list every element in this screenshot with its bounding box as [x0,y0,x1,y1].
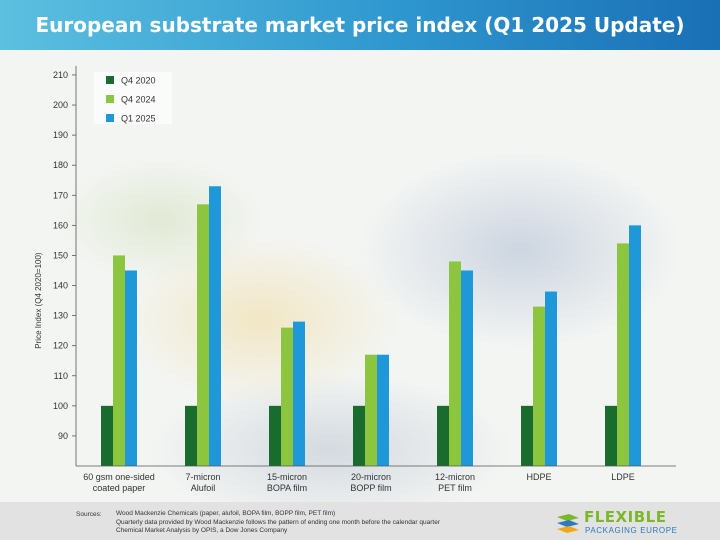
bars [101,186,641,467]
bar-q1-2025 [209,186,221,467]
y-tick-label: 110 [54,371,68,381]
y-tick-label: 190 [53,130,68,140]
x-tick-label: 20-micron [351,472,391,482]
bar-q1-2025 [293,321,305,466]
bar-q1-2025 [545,291,557,466]
bar-q1-2025 [629,225,641,466]
y-tick-label: 170 [53,190,68,200]
x-tick-label: 7-micron [185,472,220,482]
bar-chart: 90 100 110 120 130 140 150 160 170 180 190 200 210 Pr… [34,65,676,493]
chart-title: European substrate market price index (Q… [35,13,685,37]
source-line: Quarterly data provided by Wood Mackenzi… [116,518,440,526]
x-tick-label: PET film [438,483,472,493]
bar-q4-2020 [269,405,281,466]
bar-q4-2024 [197,204,209,466]
logo-text-line1: FLEXIBLE [584,508,667,526]
y-tick-label: 100 [53,401,68,411]
logo-text-line2: PACKAGING EUROPE [585,526,678,535]
flexible-packaging-europe-logo: FLEXIBLE PACKAGING EUROPE [556,508,706,536]
logo-mark-icon [557,514,579,533]
bar-q4-2024 [365,354,377,466]
x-tick-label: BOPP film [350,483,391,493]
bar-q4-2024 [113,255,125,466]
legend-label: Q4 2020 [121,76,156,86]
sources-label: Sources: [76,511,102,518]
x-tick-label: BOPA film [267,483,307,493]
y-tick-label: 200 [53,100,68,110]
legend-swatch [106,114,114,122]
bar-q1-2025 [377,354,389,466]
title-banner: European substrate market price index (Q… [0,0,720,50]
bar-q1-2025 [125,270,137,466]
bar-q4-2020 [605,405,617,466]
x-tick-label: HDPE [526,472,551,482]
legend: Q4 2020 Q4 2024 Q1 2025 [94,72,172,124]
bar-q4-2024 [281,327,293,466]
y-axis-label: Price Index (Q4 2020=100) [34,252,43,349]
source-line: Wood Mackenzie Chemicals (paper, alufoil… [116,510,336,517]
x-tick-label: 60 gsm one-sided [83,472,155,482]
y-tick-label: 160 [53,220,68,230]
bar-q4-2020 [101,405,113,466]
x-tick-label: coated paper [93,483,146,493]
bar-q4-2024 [617,243,629,466]
bar-q4-2024 [533,306,545,466]
x-tick-label: Alufoil [191,483,216,493]
bar-q4-2020 [353,405,365,466]
legend-label: Q1 2025 [121,114,156,124]
x-tick-label: LDPE [611,472,635,482]
source-line: Chemical Market Analysis by OPIS, a Dow … [116,527,288,534]
legend-swatch [106,76,114,84]
bar-q4-2020 [437,405,449,466]
sources-list: Wood Mackenzie Chemicals (paper, alufoil… [116,510,440,536]
legend-label: Q4 2024 [121,95,156,105]
y-tick-label: 150 [53,250,68,260]
y-tick-label: 130 [53,311,68,321]
y-axis: 90 100 110 120 130 140 150 160 170 180 190 200 210 Pr… [34,65,77,466]
bar-q1-2025 [461,270,473,466]
bar-q4-2020 [185,405,197,466]
y-tick-label: 180 [53,160,68,170]
y-tick-label: 90 [58,431,68,441]
y-tick-label: 140 [53,281,68,291]
bar-q4-2020 [521,405,533,466]
bar-q4-2024 [449,261,461,466]
footer: Sources: Wood Mackenzie Chemicals (paper… [0,502,720,540]
x-tick-label: 15-micron [267,472,307,482]
y-tick-label: 120 [53,341,68,351]
legend-swatch [106,95,114,103]
x-tick-label: 12-micron [435,472,475,482]
y-tick-label: 210 [53,70,68,80]
